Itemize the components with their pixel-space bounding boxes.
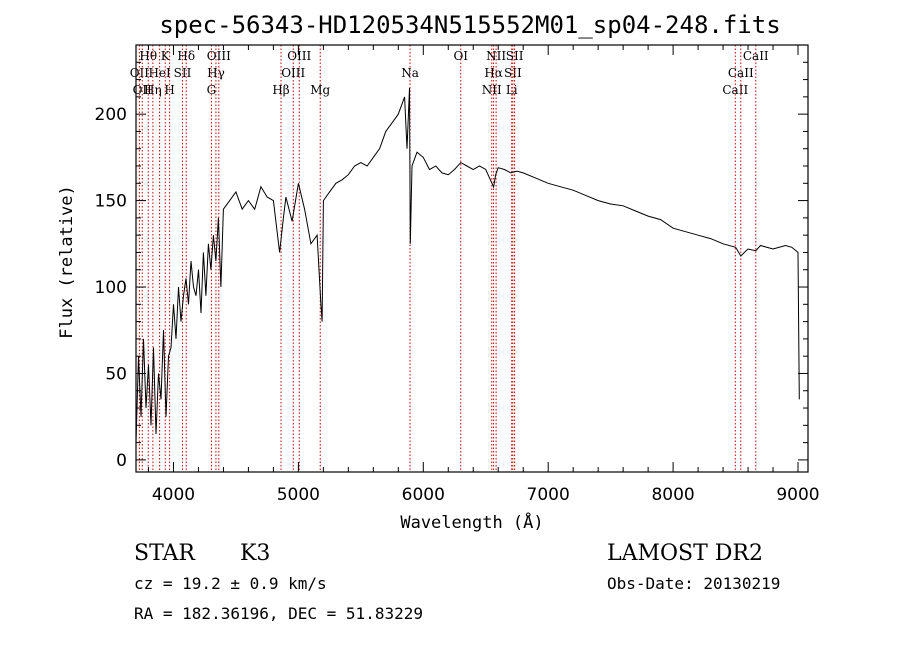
y-tick-label-3: 150 <box>95 192 127 212</box>
line-label-9: G <box>207 83 217 97</box>
line-label-20: NII <box>486 49 506 63</box>
line-label-11: OIII <box>207 49 231 63</box>
x-tick-label-1: 5000 <box>277 485 320 505</box>
x-tick-label-4: 8000 <box>651 485 694 505</box>
plot-frame <box>135 44 809 473</box>
survey-release: LAMOST DR2 <box>607 541 763 566</box>
x-tick-label-3: 7000 <box>527 485 570 505</box>
line-label-16: Na <box>401 66 419 80</box>
line-label-8: Hδ <box>177 49 195 63</box>
x-axis: 4000 5000 6000 7000 8000 9000 <box>147 45 820 505</box>
y-tick-label-1: 50 <box>105 364 127 384</box>
object-subclass: K3 <box>240 541 270 566</box>
object-class: STAR <box>134 541 196 566</box>
obs-date: Obs-Date: 20130219 <box>607 574 780 593</box>
y-axis-label: Flux (relative) <box>57 185 77 339</box>
line-label-19: Hα <box>484 66 503 80</box>
line-label-6: H <box>164 83 174 97</box>
y-axis: 0 50 100 150 200 <box>95 61 808 471</box>
line-label-25: CaII <box>728 66 754 80</box>
line-label-18: NII <box>482 83 502 97</box>
y-tick-label-0: 0 <box>116 451 127 471</box>
y-tick-label-2: 100 <box>95 278 127 298</box>
line-label-0: OII <box>130 66 150 80</box>
coordinates: RA = 182.36196, DEC = 51.83229 <box>134 604 423 623</box>
line-label-10: Hγ <box>207 66 225 80</box>
line-label-15: Mg <box>310 83 330 97</box>
line-label-3: Hη <box>144 83 162 97</box>
line-label-4: HeI <box>148 66 171 80</box>
line-label-2: Hθ <box>139 49 157 63</box>
spectrum-line-group <box>135 88 800 443</box>
line-label-14: OIII <box>287 49 311 63</box>
x-tick-label-0: 4000 <box>152 485 195 505</box>
line-label-13: OIII <box>281 66 305 80</box>
x-axis-label: Wavelength (Å) <box>400 511 543 533</box>
x-tick-label-2: 6000 <box>402 485 445 505</box>
line-label-5: K <box>161 49 171 63</box>
line-label-17: OI <box>453 49 468 63</box>
line-label-23: SII <box>506 49 524 63</box>
line-label-21: Li <box>506 83 518 97</box>
chart-title: spec-56343-HD120534N515552M01_sp04-248.f… <box>159 11 780 39</box>
spectral-line-markers: OIIOIIHθHηHeIKHSIIHδGHγOIIIHβOIIIOIIIMgN… <box>130 45 769 472</box>
redshift-label: cz = 19.2 ± 0.9 km/s <box>134 574 327 593</box>
y-tick-label-4: 200 <box>95 105 127 125</box>
spectrum-line <box>135 88 800 443</box>
x-tick-label-5: 9000 <box>776 485 819 505</box>
line-label-1: OII <box>133 83 153 97</box>
line-label-12: Hβ <box>272 83 289 97</box>
line-label-24: CaII <box>722 83 748 97</box>
line-label-26: CaII <box>743 49 769 63</box>
line-label-22: SII <box>504 66 522 80</box>
line-label-7: SII <box>174 66 192 80</box>
